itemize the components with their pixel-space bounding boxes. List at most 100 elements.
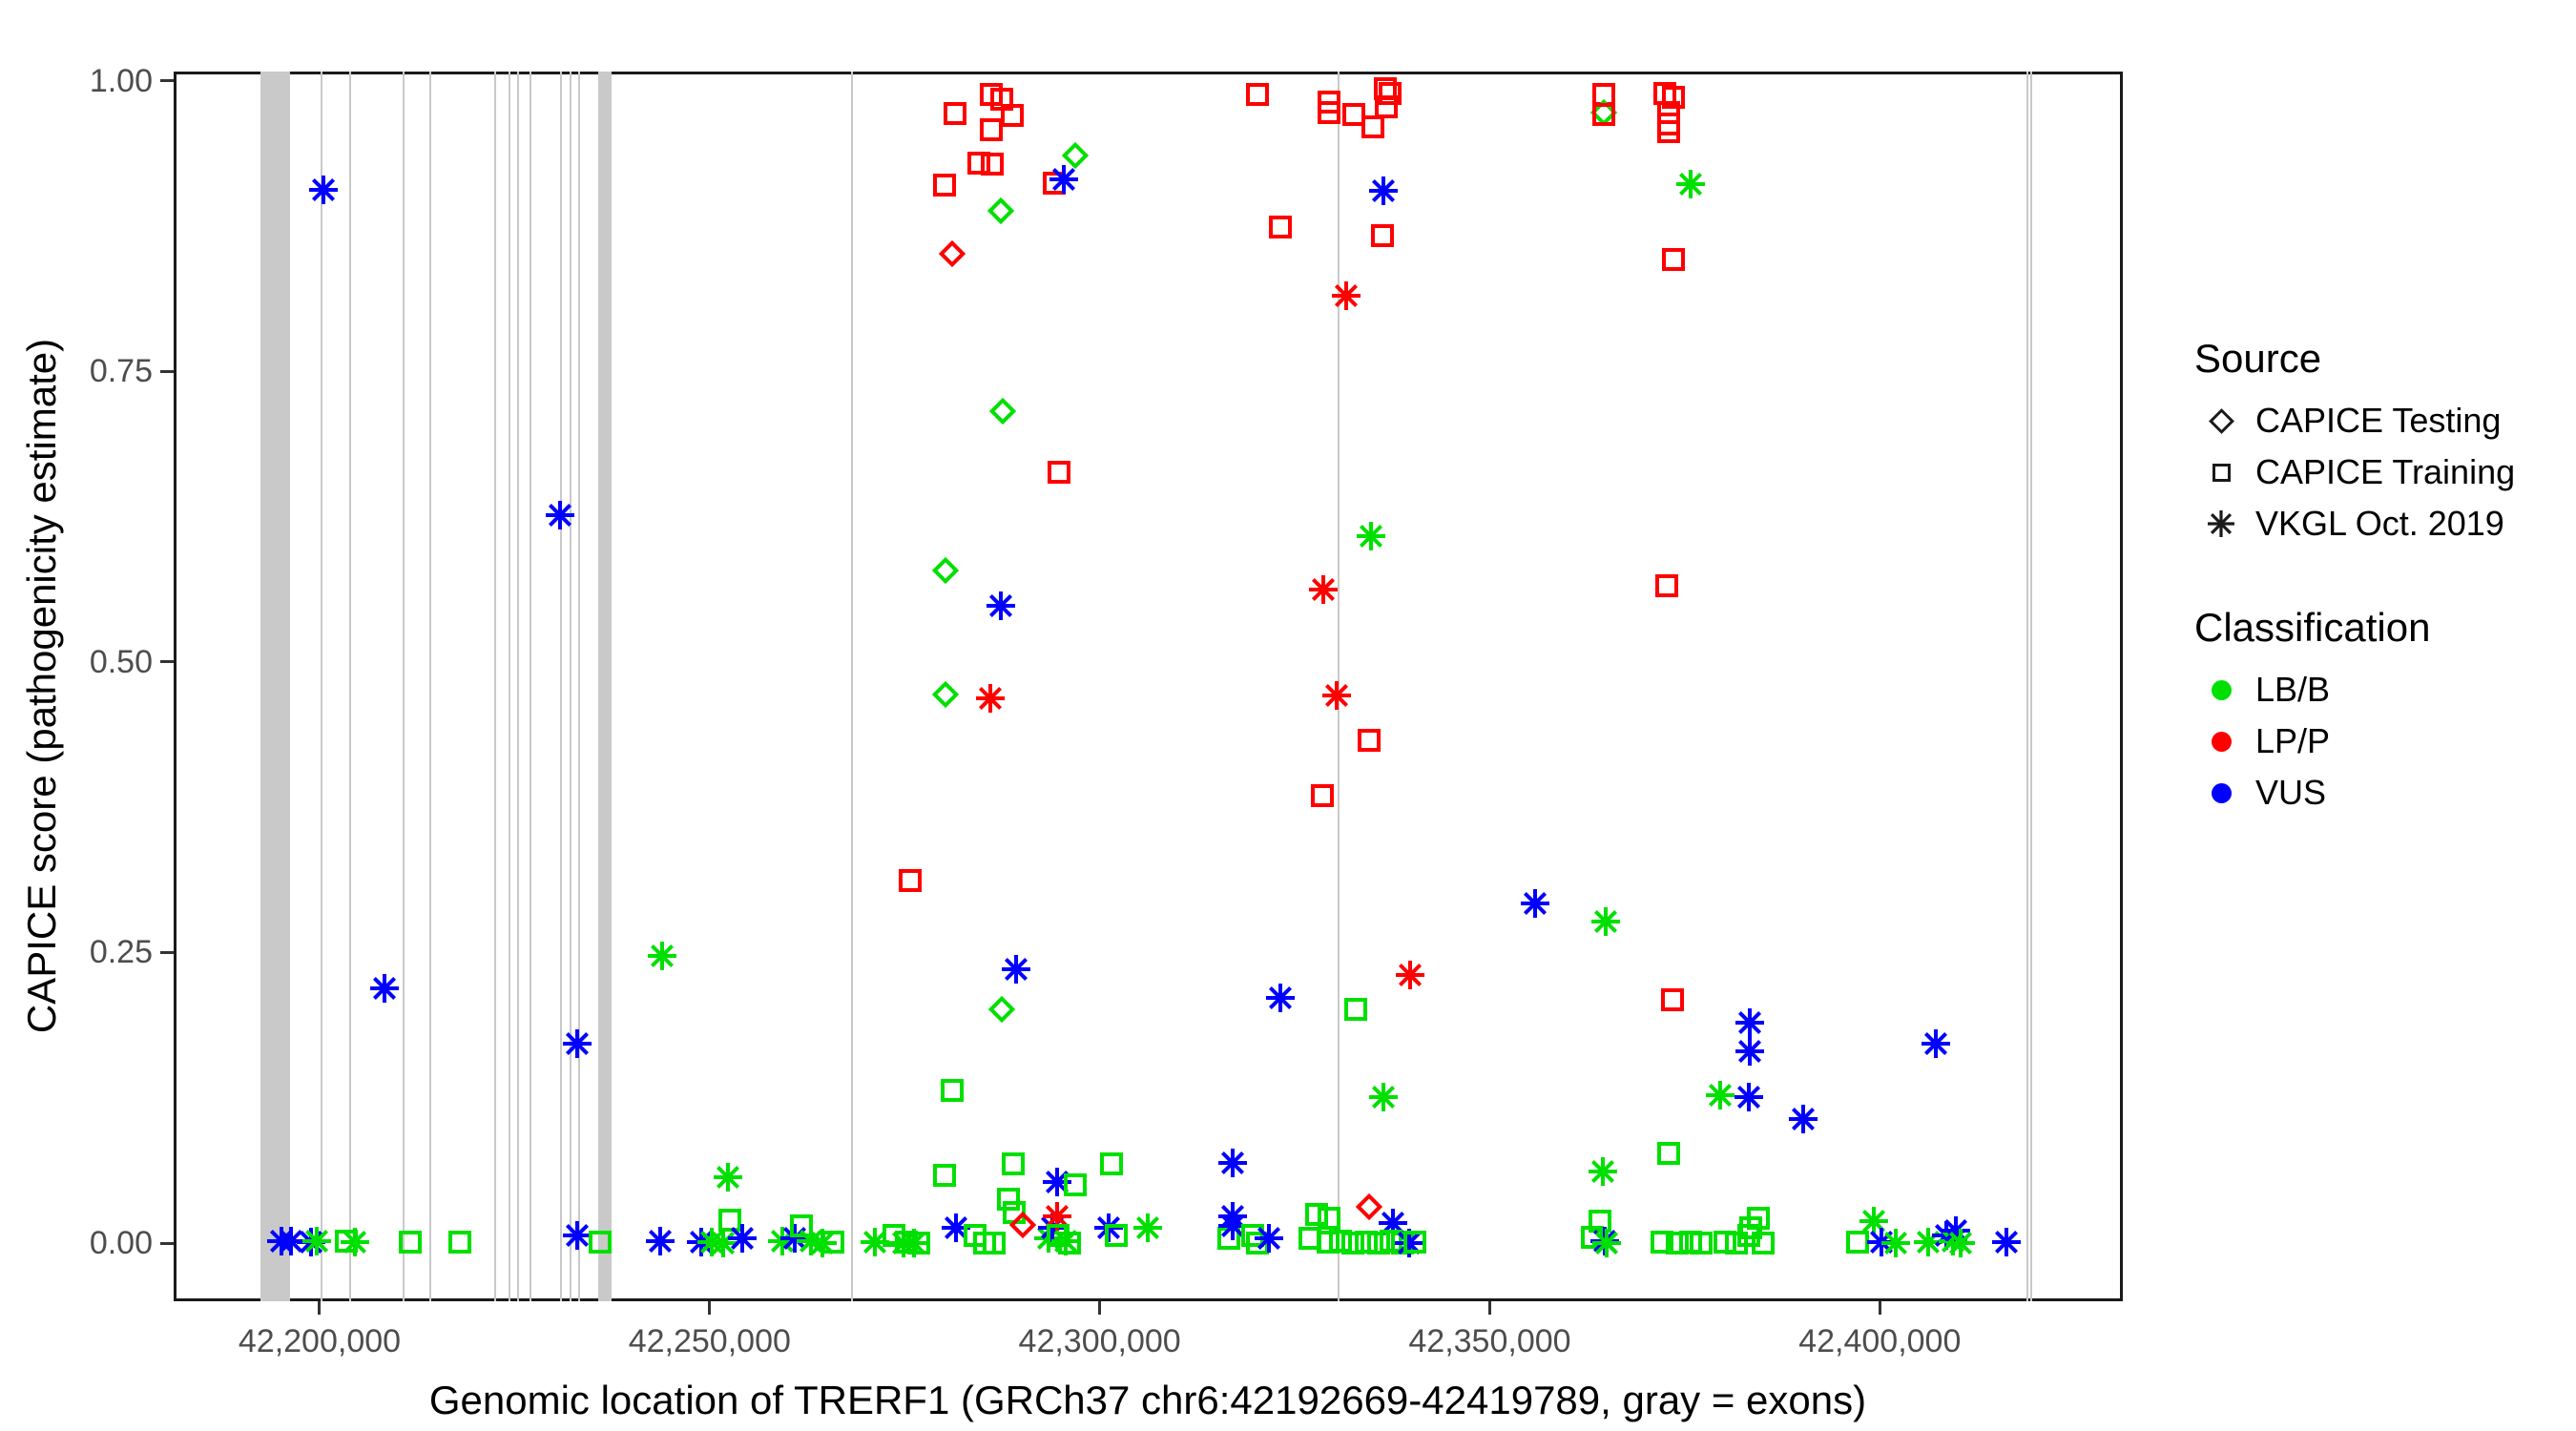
data-point-square (932, 174, 956, 197)
data-point-asterisk (1735, 1037, 1764, 1067)
data-point-square (966, 152, 990, 176)
x-axis-title: Genomic location of TRERF1 (GRCh37 chr6:… (428, 1378, 1867, 1422)
data-point-asterisk (562, 1220, 592, 1250)
data-point-asterisk (1859, 1206, 1888, 1235)
y-tick-mark (160, 79, 174, 83)
data-point-square (448, 1230, 472, 1254)
data-point-asterisk (1049, 165, 1079, 195)
data-point-asterisk (1094, 1213, 1124, 1243)
data-point-square (1304, 1202, 1328, 1226)
data-point-asterisk (545, 501, 574, 530)
data-point-square (1402, 1230, 1426, 1254)
data-point-square (979, 117, 1003, 141)
x-tick-label: 42,250,000 (628, 1323, 791, 1359)
data-point-asterisk (1357, 522, 1386, 551)
data-point-asterisk (1369, 1082, 1399, 1111)
data-point-square (1104, 1223, 1128, 1247)
exon-line (559, 72, 562, 1301)
data-point-square (1378, 82, 1402, 106)
plot-panel (174, 72, 2123, 1301)
y-tick-mark (160, 950, 174, 954)
data-point-square (1342, 103, 1366, 127)
y-tick-label: 1.00 (89, 62, 153, 99)
data-point-square (1656, 1142, 1680, 1166)
diamond-icon (2194, 407, 2248, 434)
data-point-square (1057, 1232, 1081, 1255)
data-point-square (1329, 1229, 1353, 1253)
y-tick-label: 0.00 (89, 1225, 153, 1262)
data-point-square (996, 1187, 1020, 1211)
data-point-asterisk (1734, 1082, 1763, 1111)
data-point-asterisk (728, 1224, 758, 1254)
data-point-asterisk (276, 1226, 305, 1255)
data-point-asterisk (861, 1227, 890, 1256)
data-point-square (1355, 1230, 1379, 1254)
data-point-asterisk (1592, 1229, 1622, 1258)
data-point-square (790, 1213, 814, 1237)
data-point-asterisk (1922, 1028, 1951, 1058)
data-point-asterisk (1789, 1104, 1818, 1133)
data-point-square (1002, 1201, 1026, 1225)
blue-dot-icon (2194, 782, 2248, 803)
legend-item-label: VKGL Oct. 2019 (2255, 504, 2504, 543)
data-point-square (1374, 94, 1398, 118)
legend-source-title: Source (2194, 336, 2322, 381)
data-point-square (1361, 115, 1384, 139)
exon-line (508, 72, 510, 1301)
y-tick-label: 0.75 (89, 353, 153, 390)
green-dot-icon (2194, 679, 2248, 700)
data-point-square (1591, 103, 1615, 127)
data-point-square (821, 1230, 844, 1254)
exon-line (429, 72, 432, 1301)
legend-item-lbb: LB/B (2194, 664, 2566, 716)
data-point-square (1665, 1232, 1689, 1255)
x-tick-label: 42,300,000 (1018, 1323, 1181, 1359)
data-point-square (932, 1164, 956, 1188)
data-point-square (588, 1230, 612, 1254)
data-point-asterisk (1591, 906, 1621, 936)
exon-line (2025, 72, 2028, 1301)
data-point-asterisk (1735, 1007, 1764, 1037)
legend-item-capice-testing: CAPICE Testing (2194, 395, 2566, 446)
legend-item-vus: VUS (2194, 767, 2566, 819)
exon-band (597, 72, 612, 1301)
legend-item-vkgl: VKGL Oct. 2019 (2194, 498, 2566, 550)
legend-spacer (2194, 550, 2566, 605)
data-point-asterisk (708, 1229, 737, 1258)
x-tick-label: 42,400,000 (1798, 1323, 1962, 1359)
data-point-asterisk (1675, 170, 1705, 199)
data-point-square (1099, 1152, 1123, 1176)
data-point-square (980, 153, 1004, 176)
data-point-square (1662, 85, 1686, 109)
data-point-asterisk (1332, 281, 1361, 311)
data-point-square (1245, 83, 1269, 107)
data-point-square (983, 1232, 1007, 1255)
data-point-asterisk (1369, 176, 1399, 206)
exon-line (348, 72, 351, 1301)
data-point-square (1655, 573, 1679, 597)
data-point-square (1343, 998, 1367, 1022)
data-point-asterisk (301, 1226, 331, 1255)
data-point-asterisk (1589, 1156, 1618, 1186)
data-point-square (1751, 1232, 1775, 1255)
data-point-asterisk (986, 591, 1015, 621)
data-point-square (1048, 461, 1071, 485)
exon-line (2029, 72, 2032, 1301)
data-point-asterisk (1396, 960, 1425, 989)
legend-item-label: LB/B (2255, 670, 2331, 709)
data-point-square (1310, 784, 1334, 808)
exon-line (578, 72, 581, 1301)
data-point-asterisk (713, 1162, 742, 1192)
legend-item-label: CAPICE Testing (2255, 401, 2502, 440)
data-point-square (941, 1079, 965, 1103)
data-point-square (1357, 728, 1381, 752)
data-point-square (1318, 1207, 1341, 1231)
data-point-asterisk (1309, 575, 1339, 605)
data-point-asterisk (309, 176, 339, 205)
data-point-square (1845, 1230, 1869, 1254)
data-point-asterisk (1002, 954, 1031, 984)
data-point-square (1690, 1232, 1714, 1255)
exon-line (403, 72, 405, 1301)
data-point-asterisk (562, 1028, 592, 1058)
